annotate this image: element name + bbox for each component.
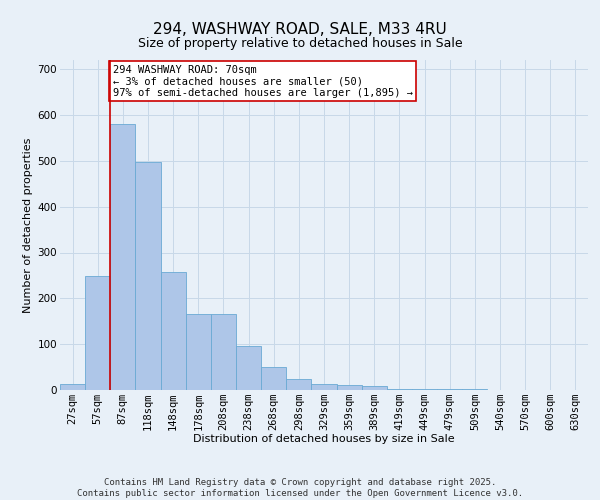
Bar (286, 378, 311, 390)
Bar (311, 384, 337, 390)
Bar (437, 389, 462, 390)
Text: Contains HM Land Registry data © Crown copyright and database right 2025.
Contai: Contains HM Land Registry data © Crown c… (77, 478, 523, 498)
Bar (362, 386, 387, 390)
Bar (337, 386, 362, 390)
Bar (412, 388, 437, 390)
Text: 294 WASHWAY ROAD: 70sqm
← 3% of detached houses are smaller (50)
97% of semi-det: 294 WASHWAY ROAD: 70sqm ← 3% of detached… (113, 64, 413, 98)
Bar (161, 272, 186, 390)
Bar (261, 367, 286, 390)
Text: Size of property relative to detached houses in Sale: Size of property relative to detached ho… (137, 38, 463, 51)
Bar (136, 162, 161, 390)
Bar (236, 346, 261, 390)
Y-axis label: Number of detached properties: Number of detached properties (23, 138, 34, 312)
Bar (110, 124, 136, 390)
Bar (211, 314, 236, 390)
Text: 294, WASHWAY ROAD, SALE, M33 4RU: 294, WASHWAY ROAD, SALE, M33 4RU (153, 22, 447, 38)
Bar (85, 276, 110, 390)
Bar (60, 384, 85, 390)
Bar (186, 314, 211, 390)
Bar (387, 388, 412, 390)
X-axis label: Distribution of detached houses by size in Sale: Distribution of detached houses by size … (193, 434, 455, 444)
Bar (462, 389, 487, 390)
